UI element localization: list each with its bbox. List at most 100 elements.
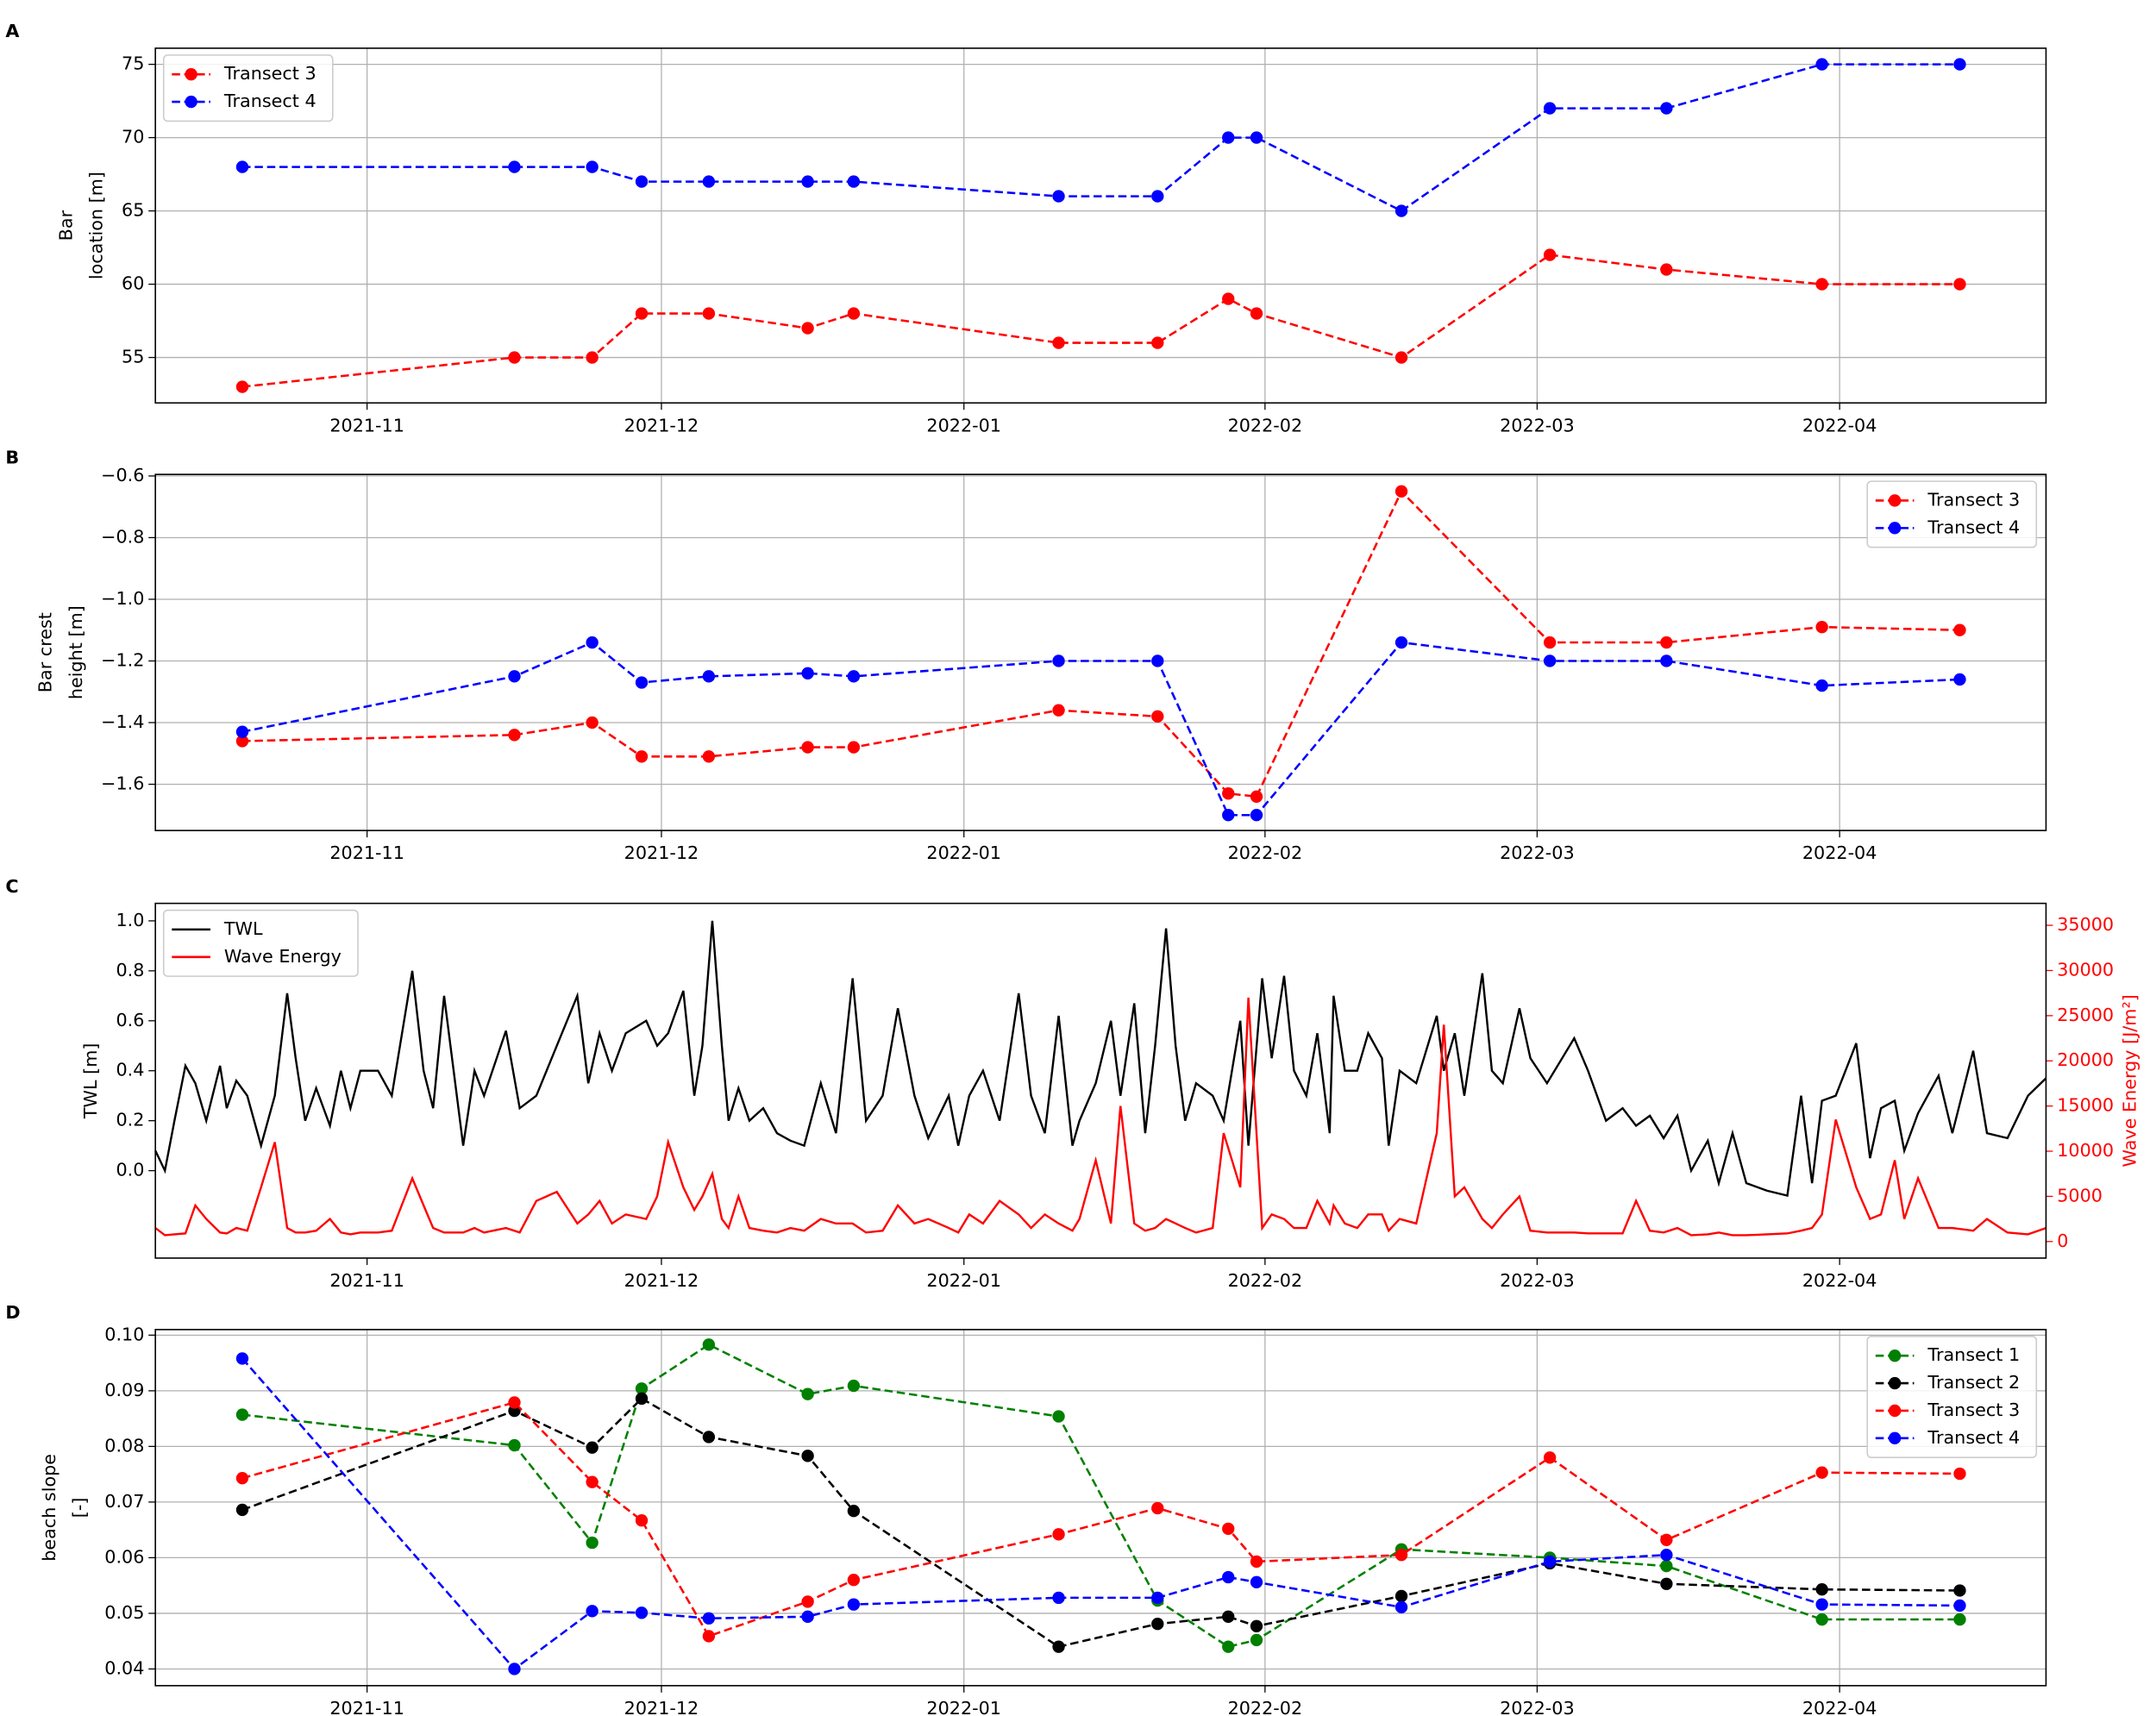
data-point xyxy=(1250,1633,1263,1647)
data-point xyxy=(508,670,521,683)
data-point xyxy=(235,1352,249,1365)
data-point xyxy=(702,670,716,683)
y-axis-label: Bar crest xyxy=(35,612,56,692)
series-line xyxy=(241,489,1960,799)
data-point xyxy=(1395,1589,1408,1603)
y-tick-label: 0.0 xyxy=(116,1160,144,1181)
data-point xyxy=(1815,1466,1828,1479)
y-tick-label: −1.2 xyxy=(101,649,144,670)
legend-marker xyxy=(1888,494,1902,507)
data-point xyxy=(1815,620,1828,634)
x-tick-label: 2022-03 xyxy=(1500,1698,1575,1716)
data-point xyxy=(1250,131,1263,144)
legend-label: Transect 4 xyxy=(1927,517,2020,537)
data-point xyxy=(1660,636,1673,649)
x-tick-label: 2022-02 xyxy=(1228,842,1303,863)
legend: Transect 3 Transect 4 xyxy=(1866,480,2038,548)
plot-frame xyxy=(154,902,2047,1259)
data-point xyxy=(1815,58,1828,71)
y-tick-label: 0.10 xyxy=(104,1324,144,1344)
data-point xyxy=(1222,1570,1235,1584)
data-point xyxy=(1660,1559,1673,1573)
data-point xyxy=(635,1382,649,1395)
y2-tick-label: 20000 xyxy=(2057,1049,2114,1070)
y2-tick-label: 10000 xyxy=(2057,1140,2114,1161)
data-point xyxy=(586,716,599,730)
y-axis-label: TWL [m] xyxy=(80,1043,101,1119)
y-tick-label: −0.6 xyxy=(101,465,144,485)
y-tick-label: 0.04 xyxy=(104,1657,144,1678)
legend-label: Transect 3 xyxy=(1927,1400,2020,1420)
legend-marker xyxy=(1888,522,1902,535)
y-tick-label: 55 xyxy=(122,347,144,367)
panel: B 2021-11 2021-12 2022-01 2022-02 2022-03 2022… xyxy=(5,447,2047,863)
data-point xyxy=(1660,1533,1673,1546)
data-point xyxy=(1052,1528,1065,1541)
data-point xyxy=(801,1610,814,1623)
data-point xyxy=(847,1505,861,1518)
x-tick-label: 2022-04 xyxy=(1802,415,1877,435)
data-point xyxy=(847,670,861,683)
legend-label: Transect 1 xyxy=(1927,1344,2020,1365)
data-point xyxy=(1250,1555,1263,1569)
plot-frame xyxy=(154,47,2047,404)
data-point xyxy=(1953,278,1966,291)
data-point xyxy=(586,1475,599,1488)
x-tick-label: 2021-12 xyxy=(624,842,699,863)
panel-label: D xyxy=(5,1302,20,1323)
data-point xyxy=(1953,1613,1966,1626)
y-tick-label: 0.07 xyxy=(104,1491,144,1512)
data-point xyxy=(1953,58,1966,71)
y-axis-label: beach slope xyxy=(39,1454,60,1562)
series-line xyxy=(241,1343,1960,1649)
legend-label: Transect 3 xyxy=(1927,489,2020,510)
y2-tick-label: 0 xyxy=(2057,1231,2068,1251)
data-point xyxy=(1815,278,1828,291)
series-line xyxy=(241,1400,1960,1638)
x-tick-label: 2022-01 xyxy=(926,415,1001,435)
y-axis-label: [-] xyxy=(69,1498,90,1519)
data-point xyxy=(1543,654,1557,667)
data-point xyxy=(1052,654,1065,667)
data-point xyxy=(1660,263,1673,276)
data-point xyxy=(1222,787,1235,800)
legend-label: Transect 2 xyxy=(1927,1372,2020,1393)
data-point xyxy=(1543,1555,1557,1569)
data-point xyxy=(635,676,649,689)
data-point xyxy=(1222,1640,1235,1653)
legend-marker xyxy=(1888,1349,1902,1362)
data-point xyxy=(508,1396,521,1409)
data-point xyxy=(847,175,861,188)
data-point xyxy=(801,1595,814,1608)
data-point xyxy=(235,725,249,738)
data-point xyxy=(847,1598,861,1611)
data-point xyxy=(586,351,599,364)
x-tick-label: 2022-01 xyxy=(926,1698,1001,1716)
data-point xyxy=(1815,1613,1828,1626)
y-axis-label: height [m] xyxy=(66,605,86,699)
x-tick-label: 2022-01 xyxy=(926,842,1001,863)
data-point xyxy=(1052,336,1065,349)
x-tick-label: 2021-11 xyxy=(329,415,404,435)
x-tick-label: 2022-02 xyxy=(1228,1270,1303,1291)
data-point xyxy=(1052,1591,1065,1605)
data-point xyxy=(508,1438,521,1452)
y-tick-label: 0.8 xyxy=(116,960,144,980)
data-point xyxy=(1953,1599,1966,1613)
data-point xyxy=(635,1392,649,1406)
data-point xyxy=(1222,1522,1235,1536)
panel: D 2021-11 2021-12 2022-01 2022-02 2022-03 2022… xyxy=(5,1302,2047,1716)
data-point xyxy=(1151,1501,1164,1515)
data-point xyxy=(586,1441,599,1454)
legend-label: Wave Energy xyxy=(224,946,342,967)
data-point xyxy=(235,735,249,748)
data-point xyxy=(1052,1410,1065,1423)
data-point xyxy=(1151,654,1164,667)
data-point xyxy=(235,1408,249,1421)
legend-label: Transect 4 xyxy=(223,91,317,111)
data-point xyxy=(702,750,716,763)
data-point xyxy=(235,380,249,393)
data-point xyxy=(1222,1610,1235,1623)
data-point xyxy=(1660,1549,1673,1562)
